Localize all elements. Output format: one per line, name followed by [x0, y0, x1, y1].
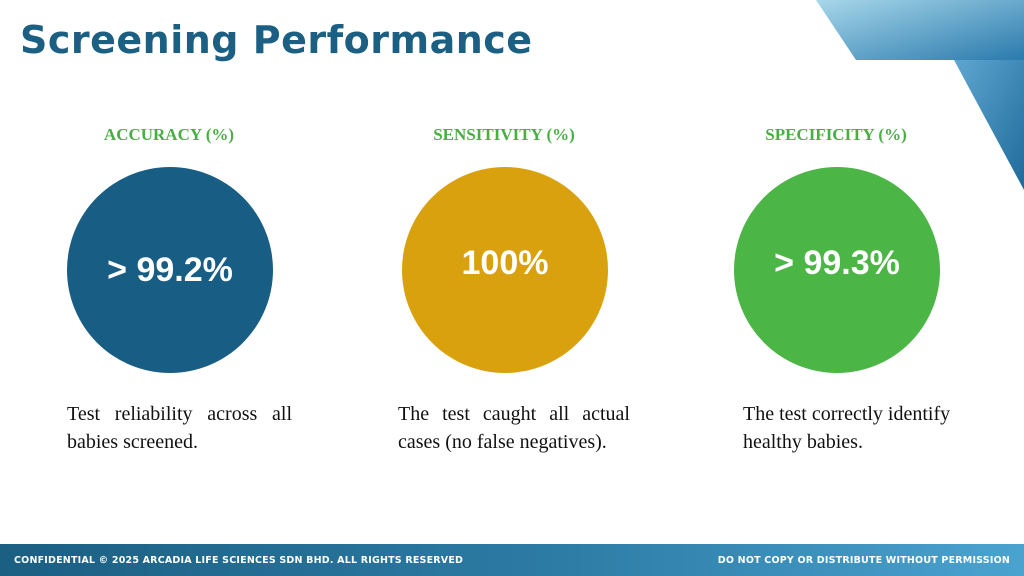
metric-description: The test correctly identify healthy babi… [743, 403, 951, 453]
page-title: Screening Performance [20, 18, 533, 62]
metric-specificity: SPECIFICITY (%) > 99.3% The test correct… [706, 125, 966, 453]
metric-circle: 100% [402, 167, 608, 373]
footer-bar: CONFIDENTIAL © 2025 ARCADIA LIFE SCIENCE… [0, 544, 1024, 576]
metric-circle: > 99.2% [67, 167, 273, 373]
metric-sensitivity: SENSITIVITY (%) 100% The test caught all… [374, 125, 634, 453]
metric-heading: ACCURACY (%) [103, 125, 235, 144]
metric-description: The test caught all actual cases (no fal… [398, 403, 630, 453]
copyright-notice: CONFIDENTIAL © 2025 ARCADIA LIFE SCIENCE… [14, 554, 464, 566]
metric-description: Test reliability across all babies scree… [67, 403, 292, 453]
metric-heading: SPECIFICITY (%) [765, 125, 907, 144]
distribution-notice: DO NOT COPY OR DISTRIBUTE WITHOUT PERMIS… [717, 554, 1010, 566]
metric-value: > 99.3% [774, 243, 900, 282]
metric-accuracy: ACCURACY (%) > 99.2% Test reliability ac… [39, 125, 299, 453]
metric-circle: > 99.3% [734, 167, 940, 373]
metric-value: > 99.2% [107, 250, 233, 289]
metric-heading: SENSITIVITY (%) [433, 125, 575, 144]
corner-decoration [816, 0, 1024, 190]
metric-value: 100% [461, 243, 549, 282]
